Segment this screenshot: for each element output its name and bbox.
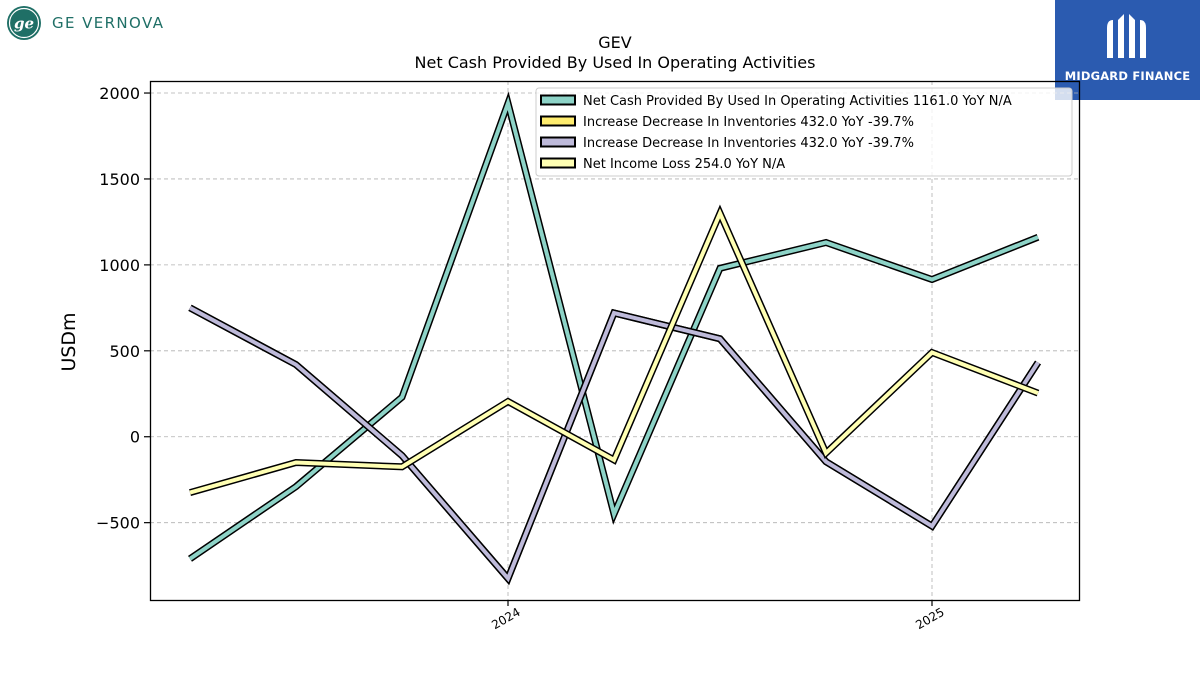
- legend-box: [535, 87, 1073, 177]
- legend-swatch: [540, 115, 576, 127]
- midgard-finance-logo: MIDGARD FINANCE: [1055, 0, 1200, 100]
- y-tick-label: 0: [130, 428, 140, 447]
- y-axis-label: USDm: [58, 312, 80, 371]
- series-outline: [189, 204, 1040, 496]
- sponsor-logo-text: MIDGARD FINANCE: [1064, 69, 1191, 83]
- legend-swatch: [540, 157, 576, 169]
- series-core: [189, 306, 1040, 583]
- x-tick-label: 2024: [489, 605, 522, 632]
- svg-text:ge: ge: [14, 15, 34, 33]
- ge-vernova-logo: ge GE VERNOVA: [6, 5, 164, 41]
- company-logo-text: GE VERNOVA: [52, 14, 165, 32]
- series-line-4: [189, 204, 1040, 496]
- series-core: [188, 96, 1039, 561]
- series-line-2: [188, 304, 1041, 586]
- series-lines: [188, 91, 1041, 586]
- y-tick-label: −500: [96, 514, 140, 533]
- y-tick-label: 500: [109, 342, 140, 361]
- series-line-3: [188, 304, 1041, 586]
- series-core: [189, 306, 1040, 583]
- chart-subtitle: Net Cash Provided By Used In Operating A…: [415, 53, 816, 72]
- y-tick-label: 1000: [99, 256, 140, 275]
- legend-swatch: [540, 94, 576, 106]
- chart-title: GEV: [598, 33, 632, 52]
- legend-label: Net Cash Provided By Used In Operating A…: [583, 94, 1012, 109]
- axis-ticks: −500 0 500 1000 1500 2000 2024 2025: [96, 84, 947, 632]
- legend-label: Net Income Loss 254.0 YoY N/A: [583, 157, 785, 172]
- series-line-1: [188, 91, 1040, 562]
- legend-swatch: [540, 136, 576, 148]
- legend: Net Cash Provided By Used In Operating A…: [535, 87, 1073, 177]
- y-tick-label: 2000: [99, 84, 140, 103]
- y-tick-label: 1500: [99, 170, 140, 189]
- plot-frame: [149, 80, 1081, 602]
- legend-label: Increase Decrease In Inventories 432.0 Y…: [583, 115, 914, 130]
- midgard-emblem-icon: [1107, 14, 1146, 58]
- series-outline: [188, 304, 1041, 586]
- series-core: [189, 208, 1039, 495]
- x-tick-label: 2025: [913, 605, 946, 632]
- series-outline: [188, 304, 1041, 586]
- legend-label: Increase Decrease In Inventories 432.0 Y…: [583, 136, 914, 151]
- ge-monogram-icon: ge: [7, 6, 41, 40]
